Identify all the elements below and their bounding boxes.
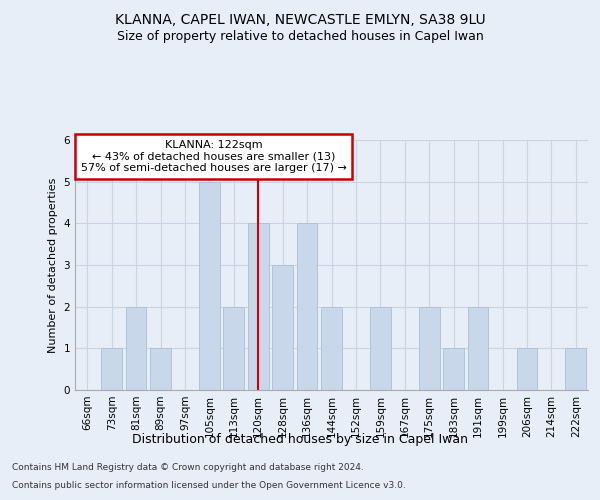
Bar [150,348,171,390]
Bar [101,348,122,390]
Bar [321,306,342,390]
Text: Contains HM Land Registry data © Crown copyright and database right 2024.: Contains HM Land Registry data © Crown c… [12,462,364,471]
Bar [272,265,293,390]
Bar [517,348,538,390]
Text: Distribution of detached houses by size in Capel Iwan: Distribution of detached houses by size … [132,432,468,446]
Text: KLANNA, CAPEL IWAN, NEWCASTLE EMLYN, SA38 9LU: KLANNA, CAPEL IWAN, NEWCASTLE EMLYN, SA3… [115,12,485,26]
Text: Size of property relative to detached houses in Capel Iwan: Size of property relative to detached ho… [116,30,484,43]
Text: Contains public sector information licensed under the Open Government Licence v3: Contains public sector information licen… [12,481,406,490]
Bar [443,348,464,390]
Bar [419,306,440,390]
Text: KLANNA: 122sqm
← 43% of detached houses are smaller (13)
57% of semi-detached ho: KLANNA: 122sqm ← 43% of detached houses … [80,140,346,173]
Bar [248,224,269,390]
Y-axis label: Number of detached properties: Number of detached properties [48,178,58,352]
Bar [223,306,244,390]
Bar [199,182,220,390]
Bar [370,306,391,390]
Bar [565,348,586,390]
Bar [125,306,146,390]
Bar [296,224,317,390]
Bar [467,306,488,390]
